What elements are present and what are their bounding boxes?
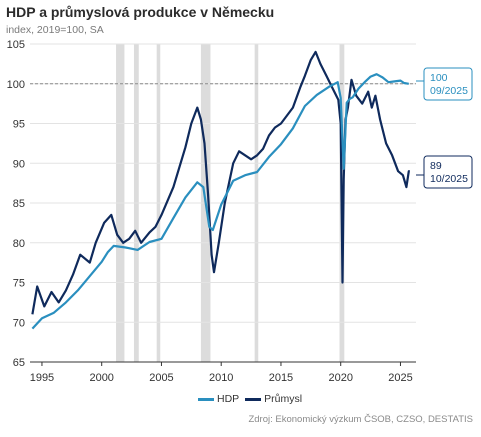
x-tick-label-2000: 2000: [89, 372, 113, 384]
legend-item-prumysl: Průmysl: [245, 393, 302, 405]
legend-swatch-prumysl: [245, 397, 262, 401]
callout-box-1: [423, 155, 473, 189]
callout-date-0: 09/2025: [430, 85, 468, 97]
x-tick-label-1995: 1995: [30, 372, 54, 384]
legend-label-prumysl: Průmysl: [264, 393, 303, 405]
x-tick-label-2020: 2020: [328, 372, 352, 384]
x-tick-label-2005: 2005: [149, 372, 173, 384]
y-tick-label-70: 70: [13, 317, 25, 329]
y-tick-label-90: 90: [13, 158, 25, 170]
series-line-hdp: [31, 73, 409, 330]
source-note: Zdroj: Ekonomický výzkum ČSOB, CZSO, DES…: [248, 414, 473, 425]
x-tick-label-2010: 2010: [209, 372, 233, 384]
y-tick-label-105: 105: [7, 39, 25, 51]
callout-value-0: 100: [430, 72, 448, 84]
y-tick-label-100: 100: [7, 79, 25, 91]
callout-value-1: 89: [430, 160, 442, 172]
series-line-prumysl: [31, 50, 410, 315]
legend-swatch-hdp: [198, 397, 214, 401]
chart-title: HDP a průmyslová produkce v Německu: [6, 4, 275, 20]
y-tick-label-65: 65: [13, 357, 25, 369]
y-tick-label-95: 95: [13, 119, 25, 131]
legend-label-hdp: HDP: [217, 393, 240, 405]
legend-item-hdp: HDP: [198, 393, 239, 405]
y-tick-label-80: 80: [13, 238, 25, 250]
y-tick-label-75: 75: [13, 278, 25, 290]
callout-box-0: [423, 67, 473, 101]
callout-date-1: 10/2025: [430, 173, 468, 185]
chart-subtitle: index, 2019=100, SA: [6, 24, 104, 36]
x-tick-label-2025: 2025: [388, 372, 412, 384]
legend: HDP Průmysl: [198, 393, 302, 405]
x-tick-label-2015: 2015: [269, 372, 293, 384]
y-tick-label-85: 85: [13, 198, 25, 210]
